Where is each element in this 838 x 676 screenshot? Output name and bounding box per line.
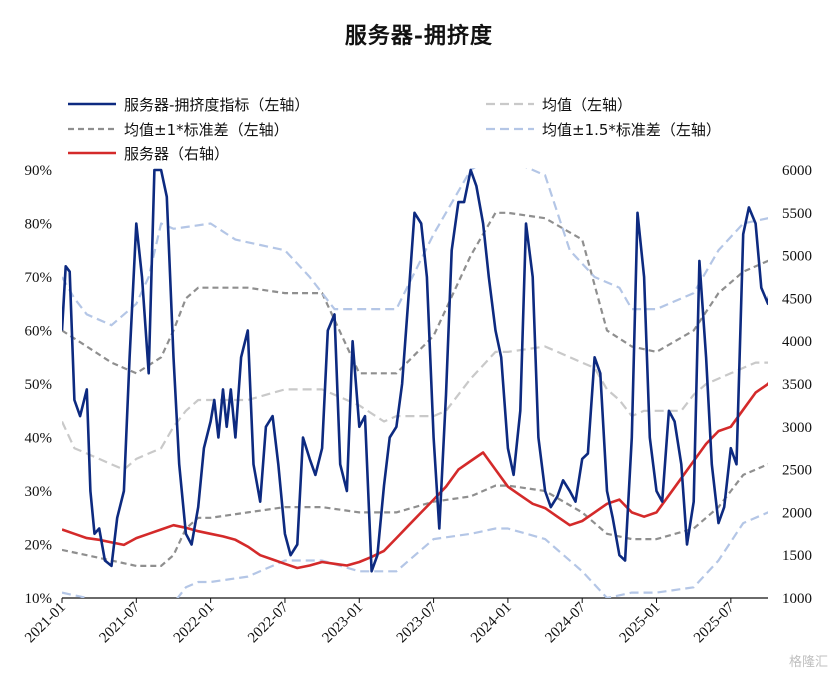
left-tick-label: 80% <box>25 217 53 233</box>
watermark: 格隆汇 <box>788 655 828 670</box>
right-tick-label: 3000 <box>782 420 812 436</box>
right-tick-label: 2000 <box>782 505 812 521</box>
right-tick-label: 4500 <box>782 291 812 307</box>
series-line-3-lower <box>62 511 768 598</box>
series-line-3 <box>62 168 768 327</box>
legend-label-1: 均值（左轴） <box>542 96 632 114</box>
right-tick-label: 4000 <box>782 334 812 350</box>
x-tick-label: 2022-01 <box>171 600 218 647</box>
plot-area <box>62 168 768 598</box>
left-tick-label: 90% <box>25 163 53 179</box>
chart-title: 服务器-拥挤度 <box>344 23 494 49</box>
right-tick-label: 1500 <box>782 548 812 564</box>
left-tick-label: 10% <box>25 591 53 607</box>
left-tick-label: 40% <box>25 431 53 447</box>
series-line-4 <box>62 381 768 570</box>
legend-label-4: 服务器（右轴） <box>124 145 229 163</box>
x-tick-label: 2024-07 <box>542 599 589 646</box>
right-tick-label: 6000 <box>782 163 812 179</box>
series-line-0 <box>62 168 768 573</box>
x-tick-label: 2023-07 <box>394 599 441 646</box>
series-line-2-lower <box>62 463 768 567</box>
x-tick-label: 2024-01 <box>468 600 515 647</box>
right-tick-label: 1000 <box>782 591 812 607</box>
x-tick-label: 2022-07 <box>245 599 292 646</box>
right-tick-label: 3500 <box>782 377 812 393</box>
x-tick-label: 2023-01 <box>319 600 366 647</box>
legend-label-0: 服务器-拥挤度指标（左轴） <box>124 96 309 114</box>
x-tick-label: 2025-07 <box>691 599 738 646</box>
right-tick-label: 5500 <box>782 206 812 222</box>
legend-label-3: 均值±1.5*标准差（左轴） <box>542 121 721 139</box>
left-tick-label: 20% <box>25 538 53 554</box>
right-tick-label: 5000 <box>782 249 812 265</box>
left-tick-label: 60% <box>25 324 53 340</box>
left-tick-label: 30% <box>25 484 53 500</box>
legend-label-2: 均值±1*标准差（左轴） <box>124 121 289 139</box>
right-tick-label: 2500 <box>782 463 812 479</box>
left-tick-label: 50% <box>25 377 53 393</box>
left-tick-label: 70% <box>25 270 53 286</box>
x-tick-label: 2021-07 <box>96 599 143 646</box>
x-tick-label: 2025-01 <box>617 600 664 647</box>
